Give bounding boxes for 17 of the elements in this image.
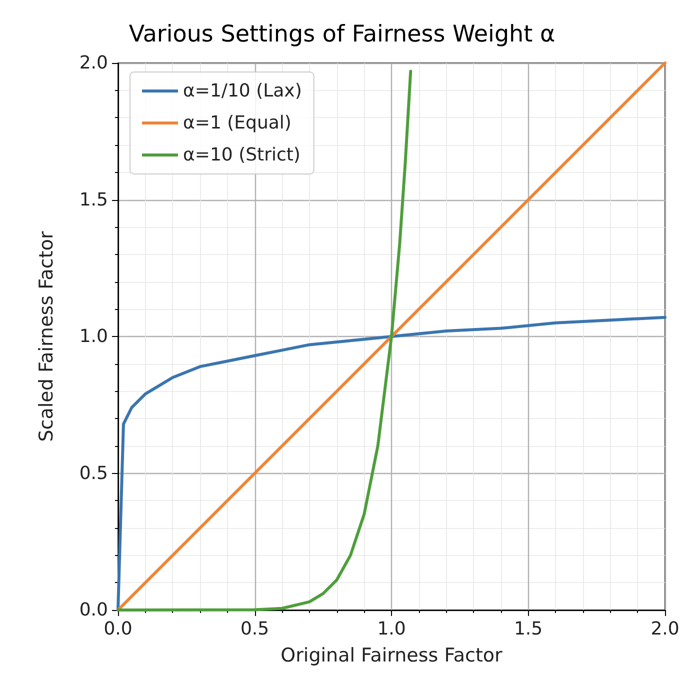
x-tick-label: 1.0 [377,618,406,640]
x-tick-label: 0.5 [240,618,270,640]
x-tick-label: 2.0 [650,618,680,640]
y-tick-label: 1.5 [79,189,108,210]
legend-label: α=1 (Equal) [183,112,292,134]
x-axis-title: Original Fairness Factor [280,644,503,666]
y-tick-label: 0.5 [79,462,108,484]
x-tick-label: 0.0 [104,618,132,640]
chart-title: Various Settings of Fairness Weight α [128,22,556,48]
legend-label: α=1/10 (Lax) [183,80,302,102]
legend-label: α=10 (Strict) [183,144,300,166]
line-series [116,70,412,612]
y-tick-label: 2.0 [79,52,108,74]
x-tick-label: 1.5 [514,618,543,640]
y-axis-title: Scaled Fairness Factor [36,231,58,442]
y-tick-label: 1.0 [79,326,108,347]
y-tick-label: 0.0 [79,600,108,620]
